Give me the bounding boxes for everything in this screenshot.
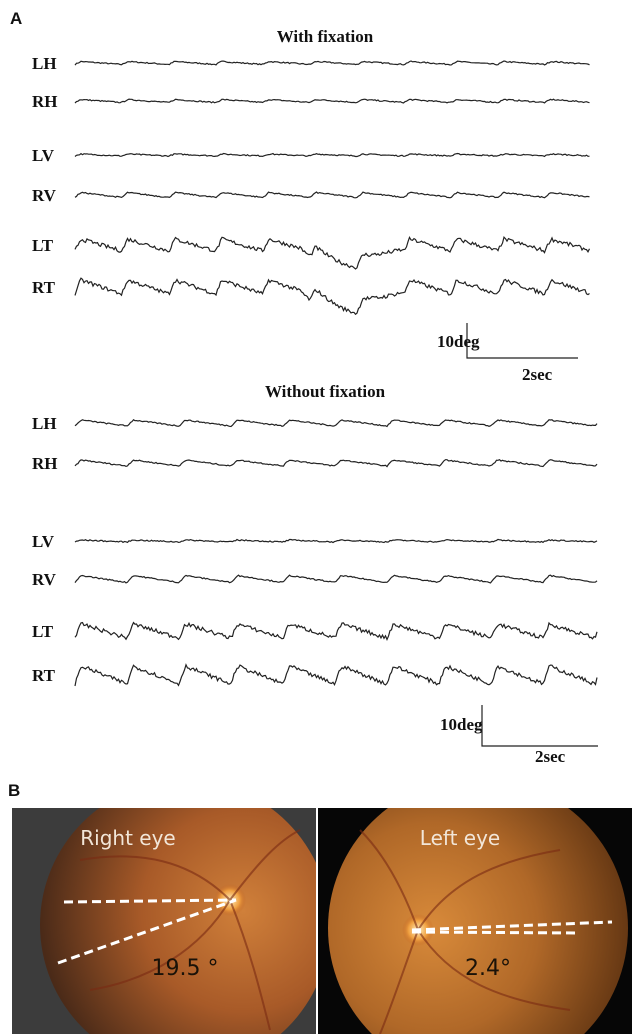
eye-label: Left eye bbox=[420, 826, 500, 850]
eye-trace bbox=[75, 99, 590, 103]
scale-bar bbox=[467, 323, 578, 358]
figure: A B Right eye Left eye 19.5 ° 2.4° With … bbox=[0, 0, 632, 1034]
trace-label: RH bbox=[32, 92, 58, 111]
trace-label: RV bbox=[32, 570, 57, 589]
trace-label: LT bbox=[32, 622, 54, 641]
trace-label: LT bbox=[32, 236, 54, 255]
trace-label: RT bbox=[32, 666, 56, 685]
section-title: Without fixation bbox=[265, 382, 386, 401]
trace-label: LV bbox=[32, 532, 55, 551]
trace-label: RV bbox=[32, 186, 57, 205]
eye-trace bbox=[75, 575, 597, 583]
scale-time: 2sec bbox=[535, 747, 566, 766]
scale-bar bbox=[482, 705, 598, 746]
trace-label: LH bbox=[32, 414, 57, 433]
eye-trace bbox=[75, 278, 590, 314]
eye-label: Right eye bbox=[80, 826, 175, 850]
section-title: With fixation bbox=[277, 27, 374, 46]
angle-label: 2.4° bbox=[465, 956, 511, 981]
eye-trace bbox=[75, 539, 597, 542]
eye-trace bbox=[75, 61, 590, 65]
panel-label: A bbox=[10, 9, 22, 28]
eye-trace bbox=[75, 192, 590, 198]
scale-amplitude: 10deg bbox=[440, 715, 483, 734]
eye-trace bbox=[75, 623, 597, 640]
scale-time: 2sec bbox=[522, 365, 553, 384]
trace-label: RT bbox=[32, 278, 56, 297]
eye-trace bbox=[75, 460, 597, 467]
scale-amplitude: 10deg bbox=[437, 332, 480, 351]
trace-label: LH bbox=[32, 54, 57, 73]
panel-label: B bbox=[8, 781, 20, 800]
eye-trace bbox=[75, 237, 590, 269]
eye-trace bbox=[75, 420, 597, 427]
angle-label: 19.5 ° bbox=[152, 956, 219, 981]
eye-trace bbox=[75, 665, 597, 686]
eye-trace bbox=[75, 154, 590, 157]
trace-label: LV bbox=[32, 146, 55, 165]
trace-label: RH bbox=[32, 454, 58, 473]
